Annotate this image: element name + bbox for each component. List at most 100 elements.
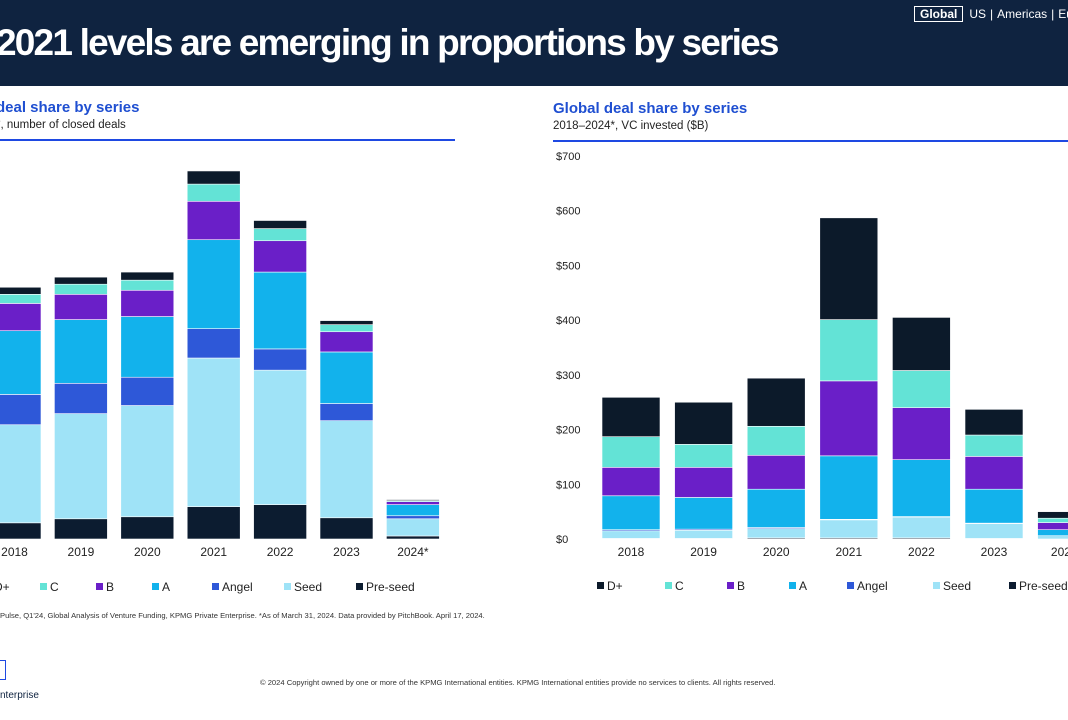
right-y-tick-label: $200 xyxy=(556,425,580,437)
right-legend-swatch-pre-seed xyxy=(1009,582,1016,589)
right-bar-segment-d- xyxy=(964,409,1024,436)
left-legend-label-c: C xyxy=(50,580,59,594)
region-tab-americas[interactable]: Americas xyxy=(997,7,1048,21)
right-legend-swatch-seed xyxy=(933,582,940,589)
header-banner: 2021 levels are emerging in proportions … xyxy=(0,0,1068,86)
right-bar-segment-c xyxy=(1037,517,1068,523)
right-bar-segment-d- xyxy=(1037,511,1068,519)
left-x-tick-label: 2020 xyxy=(134,545,161,559)
right-bar-segment-c xyxy=(601,436,661,468)
right-y-tick-label: $400 xyxy=(556,315,580,327)
kpmg-logo-icon xyxy=(0,660,6,680)
left-bar-segment-angel xyxy=(0,394,42,426)
right-legend-label-a: A xyxy=(799,579,808,593)
right-bar-segment-d- xyxy=(674,401,733,445)
left-x-tick-label: 2023 xyxy=(333,545,360,559)
right-bar-segment-c xyxy=(964,434,1024,457)
right-y-tick-label: $0 xyxy=(556,534,568,546)
right-legend-swatch-d- xyxy=(597,582,604,589)
region-nav: Global US | Americas | Eu xyxy=(914,6,1068,22)
left-bar-segment-d- xyxy=(186,170,241,185)
left-x-tick-label: 2022 xyxy=(267,545,294,559)
left-bar-segment-angel xyxy=(186,328,241,359)
left-bar-segment-angel xyxy=(54,382,108,414)
left-bar-segment-b xyxy=(319,331,374,353)
right-bar-segment-b xyxy=(674,467,733,498)
right-y-tick-label: $500 xyxy=(556,260,580,272)
left-chart-subtitle: *, number of closed deals xyxy=(0,119,126,131)
right-legend-swatch-b xyxy=(727,582,734,589)
left-bar-segment-d- xyxy=(386,499,440,501)
left-bar-segment-angel xyxy=(120,376,175,406)
right-bar-segment-b xyxy=(601,467,661,497)
right-x-tick-label: 2020 xyxy=(763,545,790,559)
left-title-rule xyxy=(0,139,455,141)
right-bar-segment-a xyxy=(1037,529,1068,537)
left-bar-segment-seed xyxy=(319,420,374,519)
left-bar-segment-c xyxy=(253,228,307,242)
right-legend-swatch-a xyxy=(789,582,796,589)
left-legend-swatch-c xyxy=(40,583,47,590)
left-legend-label-d-: D+ xyxy=(0,580,10,594)
left-bar-segment-a xyxy=(253,271,307,350)
right-legend-label-seed: Seed xyxy=(943,579,972,593)
right-bar-segment-a xyxy=(746,488,806,528)
page-title: 2021 levels are emerging in proportions … xyxy=(0,22,779,63)
left-bar-segment-c xyxy=(120,279,175,291)
right-chart-subtitle: 2018–2024*, VC invested ($B) xyxy=(553,120,709,132)
region-tab-global[interactable]: Global xyxy=(914,6,964,22)
left-legend-swatch-pre-seed xyxy=(356,583,363,590)
left-bar-segment-seed xyxy=(386,518,440,537)
left-bar-segment-c xyxy=(54,283,108,295)
left-bar-segment-b xyxy=(54,294,108,320)
left-bar-segment-c xyxy=(0,294,42,304)
left-x-tick-label: 2024* xyxy=(397,545,429,559)
region-separator: | xyxy=(1051,7,1055,21)
region-separator: | xyxy=(990,7,994,21)
left-bar-segment-b xyxy=(386,501,440,505)
right-bar-segment-seed xyxy=(892,516,951,539)
region-tab-us[interactable]: US xyxy=(969,7,987,21)
right-x-tick-label: 2019 xyxy=(690,545,717,559)
right-bar-segment-b xyxy=(964,456,1024,490)
left-bar-segment-angel xyxy=(386,515,440,520)
region-tab-europe[interactable]: Eu xyxy=(1058,7,1068,21)
left-bar-segment-a xyxy=(120,316,175,378)
right-bar-segment-c xyxy=(819,319,879,382)
right-bar-segment-a xyxy=(819,455,879,520)
left-bar-segment-b xyxy=(120,289,175,317)
left-bar-segment-d- xyxy=(0,286,42,295)
right-bar-segment-seed xyxy=(601,530,661,539)
right-legend-label-c: C xyxy=(675,579,684,593)
left-bar-segment-b xyxy=(0,303,42,332)
left-bar-segment-angel xyxy=(319,403,374,421)
left-legend-swatch-angel xyxy=(212,583,219,590)
right-bar-segment-a xyxy=(964,488,1024,524)
right-bar-segment-seed xyxy=(746,528,806,539)
left-legend-swatch-b xyxy=(96,583,103,590)
left-bar-segment-pre-seed xyxy=(54,518,108,540)
right-bar-segment-d- xyxy=(819,217,879,320)
left-bar-segment-pre-seed xyxy=(319,517,374,540)
left-bar-segment-a xyxy=(54,319,108,384)
left-legend-label-b: B xyxy=(106,580,115,594)
left-legend-swatch-a xyxy=(152,583,159,590)
right-legend-label-angel: Angel xyxy=(857,579,888,593)
right-bar-segment-a xyxy=(892,459,951,517)
left-bar-segment-a xyxy=(186,239,241,329)
left-bar-segment-seed xyxy=(120,405,175,518)
left-bar-segment-b xyxy=(253,240,307,273)
left-legend-label-seed: Seed xyxy=(294,580,323,594)
right-bar-segment-c xyxy=(892,370,951,408)
left-bar-segment-c xyxy=(186,183,241,202)
left-legend-label-angel: Angel xyxy=(222,580,253,594)
right-bar-segment-d- xyxy=(601,396,661,437)
right-x-tick-label: 2023 xyxy=(981,545,1008,559)
right-bar-segment-a xyxy=(674,497,733,530)
left-bar-segment-a xyxy=(0,330,42,395)
left-bar-segment-d- xyxy=(120,271,175,281)
left-x-tick-label: 2018 xyxy=(1,545,28,559)
right-bar-segment-seed xyxy=(674,529,733,539)
left-bar-segment-angel xyxy=(253,348,307,371)
